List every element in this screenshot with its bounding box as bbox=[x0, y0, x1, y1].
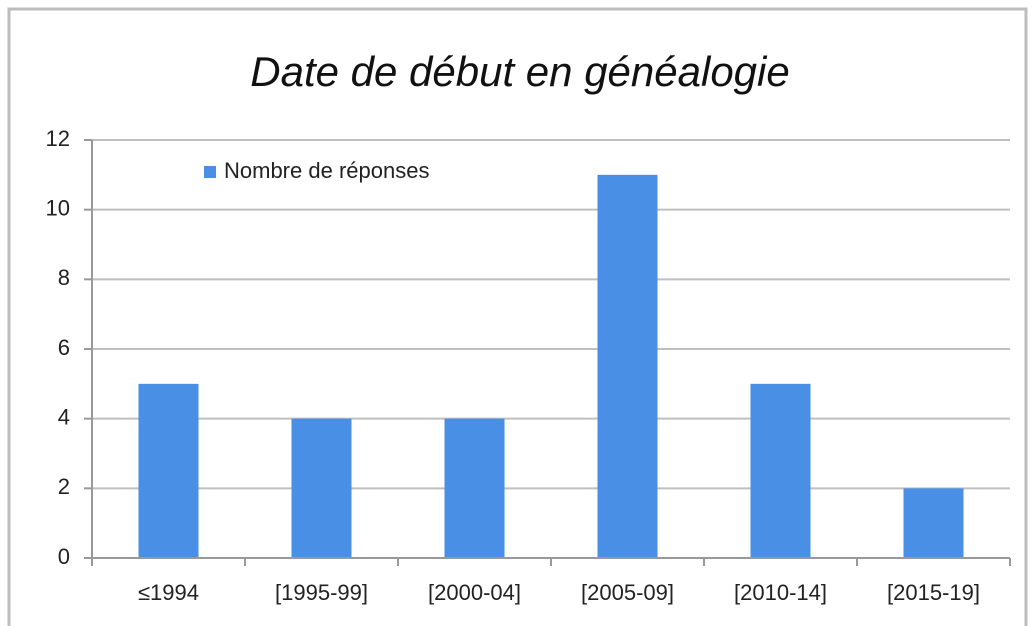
y-tick-label: 0 bbox=[58, 544, 70, 569]
y-tick-label: 6 bbox=[58, 335, 70, 360]
x-tick-label: [2005-09] bbox=[581, 580, 674, 605]
legend-label: Nombre de réponses bbox=[224, 158, 429, 183]
legend-swatch bbox=[204, 166, 216, 178]
bar bbox=[750, 383, 811, 558]
y-tick-label: 4 bbox=[58, 404, 70, 429]
bar bbox=[444, 418, 505, 558]
x-tick-label: [2010-14] bbox=[734, 580, 827, 605]
y-tick-label: 10 bbox=[46, 195, 70, 220]
y-tick-label: 2 bbox=[58, 474, 70, 499]
x-tick-label: [2015-19] bbox=[887, 580, 980, 605]
chart-title: Date de début en généalogie bbox=[250, 48, 789, 95]
bar bbox=[138, 383, 199, 558]
bar bbox=[903, 488, 964, 558]
x-tick-label: [1995-99] bbox=[275, 580, 368, 605]
y-tick-label: 8 bbox=[58, 265, 70, 290]
bar bbox=[597, 174, 658, 559]
y-tick-label: 12 bbox=[46, 126, 70, 151]
x-tick-label: ≤1994 bbox=[138, 580, 199, 605]
bar bbox=[291, 418, 352, 558]
x-tick-label: [2000-04] bbox=[428, 580, 521, 605]
